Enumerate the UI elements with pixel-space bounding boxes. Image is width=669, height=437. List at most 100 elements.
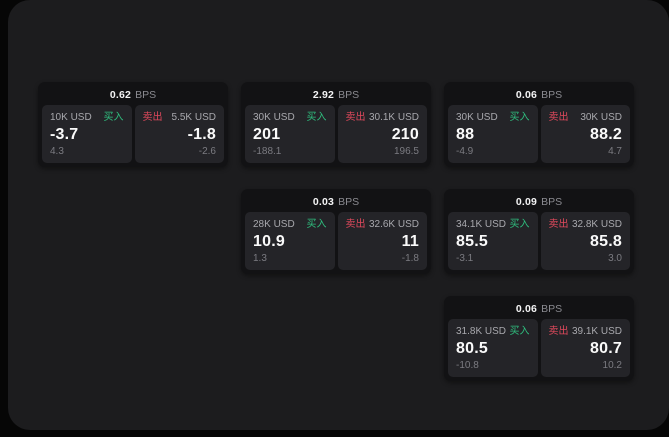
bps-header: 0.62 BPS xyxy=(42,86,224,104)
bps-header: 2.92 BPS xyxy=(245,86,427,104)
bps-unit: BPS xyxy=(541,302,563,315)
sell-side-label: 卖出 xyxy=(345,112,366,123)
card-body: 30K USD 买入 201 -188.1 卖出 30.1K USD 210 1… xyxy=(245,105,427,163)
spread-card: 0.09 BPS 34.1K USD 买入 85.5 -3.1 卖出 32.8K… xyxy=(444,189,634,274)
sell-pane[interactable]: 卖出 32.8K USD 85.8 3.0 xyxy=(540,212,630,270)
buy-price: 85.5 xyxy=(456,233,488,250)
spread-card: 2.92 BPS 30K USD 买入 201 -188.1 卖出 30.1K … xyxy=(241,82,431,167)
sell-sub-value: 196.5 xyxy=(393,146,419,157)
sell-sub-value: 4.7 xyxy=(608,146,622,157)
sell-sub-value: -1.8 xyxy=(401,253,419,264)
sell-side-label: 卖出 xyxy=(345,219,366,230)
bps-header: 0.03 BPS xyxy=(245,193,427,211)
buy-pane-header: 30K USD 买入 xyxy=(253,112,327,123)
bps-unit: BPS xyxy=(135,88,157,101)
sell-pane-header: 卖出 39.1K USD xyxy=(549,326,623,337)
bps-value: 0.09 xyxy=(515,195,538,208)
buy-size-label: 31.8K USD xyxy=(456,326,507,337)
buy-pane-header: 30K USD 买入 xyxy=(456,112,530,123)
card-body: 31.8K USD 买入 80.5 -10.8 卖出 39.1K USD 80.… xyxy=(448,319,630,377)
sell-price: 85.8 xyxy=(590,233,622,250)
bps-value: 2.92 xyxy=(312,88,335,101)
buy-pane[interactable]: 30K USD 买入 201 -188.1 xyxy=(245,105,335,163)
spread-card: 0.06 BPS 30K USD 买入 88 -4.9 卖出 30K USD xyxy=(444,82,634,167)
buy-pane[interactable]: 30K USD 买入 88 -4.9 xyxy=(448,105,538,163)
buy-side-label: 买入 xyxy=(509,326,530,337)
sell-size-label: 39.1K USD xyxy=(571,326,622,337)
buy-sub-value: 4.3 xyxy=(50,146,64,157)
bps-unit: BPS xyxy=(338,88,360,101)
buy-sub-value: 1.3 xyxy=(253,253,267,264)
sell-sub-value: -2.6 xyxy=(198,146,216,157)
dashboard-panel: 0.62 BPS 10K USD 买入 -3.7 4.3 卖出 5.5K USD xyxy=(8,0,669,430)
bps-unit: BPS xyxy=(338,195,360,208)
sell-pane-header: 卖出 30.1K USD xyxy=(346,112,420,123)
sell-side-label: 卖出 xyxy=(142,112,163,123)
sell-pane[interactable]: 卖出 39.1K USD 80.7 10.2 xyxy=(540,319,630,377)
buy-sub-value: -188.1 xyxy=(253,146,282,157)
buy-size-label: 10K USD xyxy=(50,112,92,123)
sell-sub-value: 10.2 xyxy=(602,360,622,371)
buy-size-label: 34.1K USD xyxy=(456,219,507,230)
buy-size-label: 30K USD xyxy=(456,112,498,123)
buy-pane-header: 31.8K USD 买入 xyxy=(456,326,530,337)
sell-size-label: 30K USD xyxy=(580,112,622,123)
buy-price: 10.9 xyxy=(253,233,285,250)
sell-pane-header: 卖出 5.5K USD xyxy=(143,112,217,123)
bps-header: 0.06 BPS xyxy=(448,300,630,318)
spread-card: 0.03 BPS 28K USD 买入 10.9 1.3 卖出 32.6K US… xyxy=(241,189,431,274)
buy-pane[interactable]: 31.8K USD 买入 80.5 -10.8 xyxy=(448,319,538,377)
buy-sub-value: -3.1 xyxy=(456,253,474,264)
sell-price: -1.8 xyxy=(187,126,216,143)
sell-size-label: 32.8K USD xyxy=(571,219,622,230)
bps-value: 0.06 xyxy=(515,88,538,101)
sell-size-label: 30.1K USD xyxy=(368,112,419,123)
sell-price: 80.7 xyxy=(590,340,622,357)
buy-sub-value: -4.9 xyxy=(456,146,474,157)
buy-size-label: 30K USD xyxy=(253,112,295,123)
bps-unit: BPS xyxy=(541,195,563,208)
spread-card: 0.06 BPS 31.8K USD 买入 80.5 -10.8 卖出 39.1… xyxy=(444,296,634,381)
sell-pane[interactable]: 卖出 30K USD 88.2 4.7 xyxy=(540,105,630,163)
buy-price: -3.7 xyxy=(50,126,79,143)
sell-price: 11 xyxy=(401,233,419,250)
sell-pane[interactable]: 卖出 30.1K USD 210 196.5 xyxy=(337,105,427,163)
buy-sub-value: -10.8 xyxy=(456,360,479,371)
buy-pane-header: 10K USD 买入 xyxy=(50,112,124,123)
buy-side-label: 买入 xyxy=(509,112,530,123)
sell-size-label: 5.5K USD xyxy=(171,112,216,123)
buy-price: 88 xyxy=(456,126,475,143)
spread-card: 0.62 BPS 10K USD 买入 -3.7 4.3 卖出 5.5K USD xyxy=(38,82,228,167)
sell-pane-header: 卖出 30K USD xyxy=(549,112,623,123)
sell-pane[interactable]: 卖出 32.6K USD 11 -1.8 xyxy=(337,212,427,270)
sell-pane-header: 卖出 32.6K USD xyxy=(346,219,420,230)
sell-price: 88.2 xyxy=(590,126,622,143)
buy-pane[interactable]: 34.1K USD 买入 85.5 -3.1 xyxy=(448,212,538,270)
buy-side-label: 买入 xyxy=(103,112,124,123)
card-body: 28K USD 买入 10.9 1.3 卖出 32.6K USD 11 -1.8 xyxy=(245,212,427,270)
bps-value: 0.62 xyxy=(109,88,132,101)
buy-pane[interactable]: 28K USD 买入 10.9 1.3 xyxy=(245,212,335,270)
sell-side-label: 卖出 xyxy=(548,219,569,230)
card-body: 30K USD 买入 88 -4.9 卖出 30K USD 88.2 4.7 xyxy=(448,105,630,163)
sell-side-label: 卖出 xyxy=(548,326,569,337)
buy-pane[interactable]: 10K USD 买入 -3.7 4.3 xyxy=(42,105,132,163)
sell-side-label: 卖出 xyxy=(548,112,569,123)
sell-pane[interactable]: 卖出 5.5K USD -1.8 -2.6 xyxy=(134,105,224,163)
cards-grid: 0.62 BPS 10K USD 买入 -3.7 4.3 卖出 5.5K USD xyxy=(38,82,634,381)
buy-side-label: 买入 xyxy=(306,219,327,230)
buy-price: 80.5 xyxy=(456,340,488,357)
sell-sub-value: 3.0 xyxy=(608,253,622,264)
card-body: 10K USD 买入 -3.7 4.3 卖出 5.5K USD -1.8 -2.… xyxy=(42,105,224,163)
buy-pane-header: 28K USD 买入 xyxy=(253,219,327,230)
sell-size-label: 32.6K USD xyxy=(368,219,419,230)
buy-side-label: 买入 xyxy=(306,112,327,123)
buy-side-label: 买入 xyxy=(509,219,530,230)
card-body: 34.1K USD 买入 85.5 -3.1 卖出 32.8K USD 85.8… xyxy=(448,212,630,270)
bps-value: 0.03 xyxy=(312,195,335,208)
bps-value: 0.06 xyxy=(515,302,538,315)
bps-unit: BPS xyxy=(541,88,563,101)
buy-pane-header: 34.1K USD 买入 xyxy=(456,219,530,230)
sell-price: 210 xyxy=(391,126,419,143)
